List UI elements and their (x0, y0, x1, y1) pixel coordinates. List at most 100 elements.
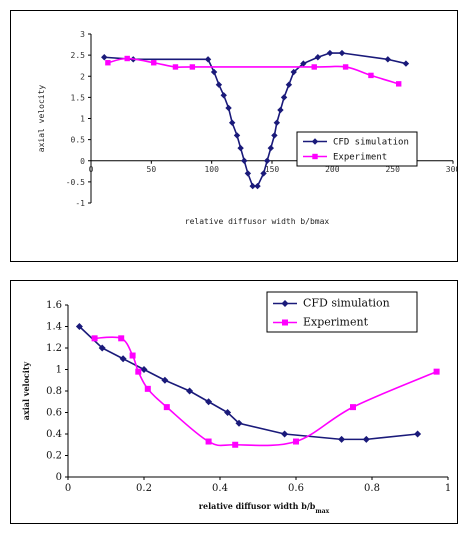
x-tick-label: 200 (325, 165, 340, 174)
x-tick-label: 0 (89, 165, 94, 174)
data-point (281, 430, 289, 438)
data-point (124, 55, 130, 62)
legend-label: Experiment (333, 153, 387, 163)
data-point (228, 119, 236, 126)
x-axis-label-subscript: max (315, 508, 329, 515)
data-point (433, 368, 440, 375)
data-point (350, 404, 356, 411)
y-axis-label: axial velocity (21, 361, 31, 420)
x-tick-label: 50 (147, 165, 157, 174)
data-point (215, 81, 223, 88)
series-line (78, 325, 418, 441)
legend-label: CFD simulation (333, 138, 409, 148)
x-tick-label: 150 (265, 165, 280, 174)
data-point (119, 355, 127, 363)
data-point (280, 94, 288, 101)
data-point (338, 435, 346, 443)
data-point (277, 106, 284, 114)
data-point (260, 170, 267, 177)
y-tick-label: 0.8 (46, 386, 62, 397)
x-axis-label: relative diffusor width b/bmax (185, 217, 330, 226)
data-point (362, 435, 370, 443)
data-point (271, 132, 278, 139)
data-point (135, 368, 142, 375)
data-point (224, 409, 232, 416)
data-point (237, 144, 244, 152)
y-tick-label: 0.2 (46, 451, 62, 462)
data-point (402, 60, 410, 67)
x-tick-label: 0.4 (212, 483, 228, 494)
data-point (384, 56, 392, 63)
data-point (338, 49, 346, 57)
x-tick-label: 300 (446, 165, 457, 174)
data-point (254, 182, 261, 190)
y-tick-label: 0.5 (71, 136, 86, 145)
data-point (210, 68, 218, 76)
x-tick-label: 1 (445, 483, 451, 494)
x-tick-label: 0 (65, 483, 71, 494)
y-axis-label: axial velocity (37, 85, 46, 153)
data-point (241, 157, 248, 164)
y-tick-label: 0 (80, 157, 85, 166)
data-point (263, 157, 271, 164)
series-cfd-simulation (101, 49, 410, 190)
series-line (107, 57, 399, 85)
y-tick-label: 1.2 (46, 343, 62, 354)
data-point (101, 54, 108, 61)
y-tick-label: 0.4 (46, 429, 62, 440)
data-point (414, 430, 422, 438)
y-tick-label: 1.6 (46, 300, 62, 311)
y-tick-label: 3 (80, 30, 85, 39)
data-point (244, 170, 252, 177)
data-point (290, 68, 297, 76)
legend-marker (312, 153, 318, 160)
data-point (118, 335, 125, 342)
y-tick-label: -1 (75, 199, 85, 208)
data-point (205, 398, 213, 406)
data-point (235, 419, 243, 427)
series-experiment (105, 55, 402, 87)
series-cfd-simulation (75, 323, 422, 443)
chart-bottom-svg: 0 0.2 0.4 0.6 0.8 1 1.2 1.4 1.6 0 0.2 0.4 0.6 0.8 1 rel… (21, 291, 451, 515)
y-tick-label: 0.6 (46, 408, 62, 419)
x-tick-label: 0.8 (364, 483, 380, 494)
series-experiment (91, 335, 440, 448)
data-point (204, 56, 212, 63)
legend-marker (282, 319, 288, 326)
data-point (368, 72, 374, 79)
data-point (311, 64, 317, 70)
data-point (186, 387, 194, 395)
y-tick-label: 1.4 (46, 322, 62, 333)
data-point (98, 344, 106, 352)
data-point (233, 132, 241, 139)
y-tick-label: 1 (80, 115, 85, 124)
legend-box (266, 291, 418, 333)
data-point (267, 144, 274, 152)
x-tick-label: 0.2 (136, 483, 152, 494)
data-point (249, 182, 256, 190)
x-tick-label: 100 (204, 165, 219, 174)
y-tick-label: 2.5 (71, 51, 86, 60)
data-point (396, 81, 402, 87)
data-point (314, 54, 322, 61)
y-tick-label: 2 (80, 72, 85, 81)
data-point (205, 438, 212, 445)
x-tick-label: 0.6 (288, 483, 304, 494)
data-point (225, 104, 232, 112)
chart-panel-bottom: 0 0.2 0.4 0.6 0.8 1 1.2 1.4 1.6 0 0.2 0.4 0.6 0.8 1 rel… (10, 280, 458, 524)
chart-panel-top: -1 -0.5 0 0.5 1 1.5 2 2.5 3 0 50 100 150 200 250 300 rel… (10, 10, 458, 262)
data-point (161, 376, 169, 384)
legend-marker (281, 300, 289, 307)
data-point (342, 64, 349, 70)
y-tick-label: 1.5 (71, 93, 86, 102)
data-point (151, 60, 157, 66)
data-point (293, 438, 299, 445)
y-tick-label: 1 (56, 365, 62, 376)
data-point (220, 92, 227, 99)
chart-top-svg: -1 -0.5 0 0.5 1 1.5 2 2.5 3 0 50 100 150 200 250 300 rel… (37, 30, 457, 226)
data-point (129, 352, 136, 359)
legend-box (296, 131, 418, 167)
data-point (189, 64, 196, 70)
data-point (300, 60, 307, 67)
data-point (91, 335, 98, 342)
